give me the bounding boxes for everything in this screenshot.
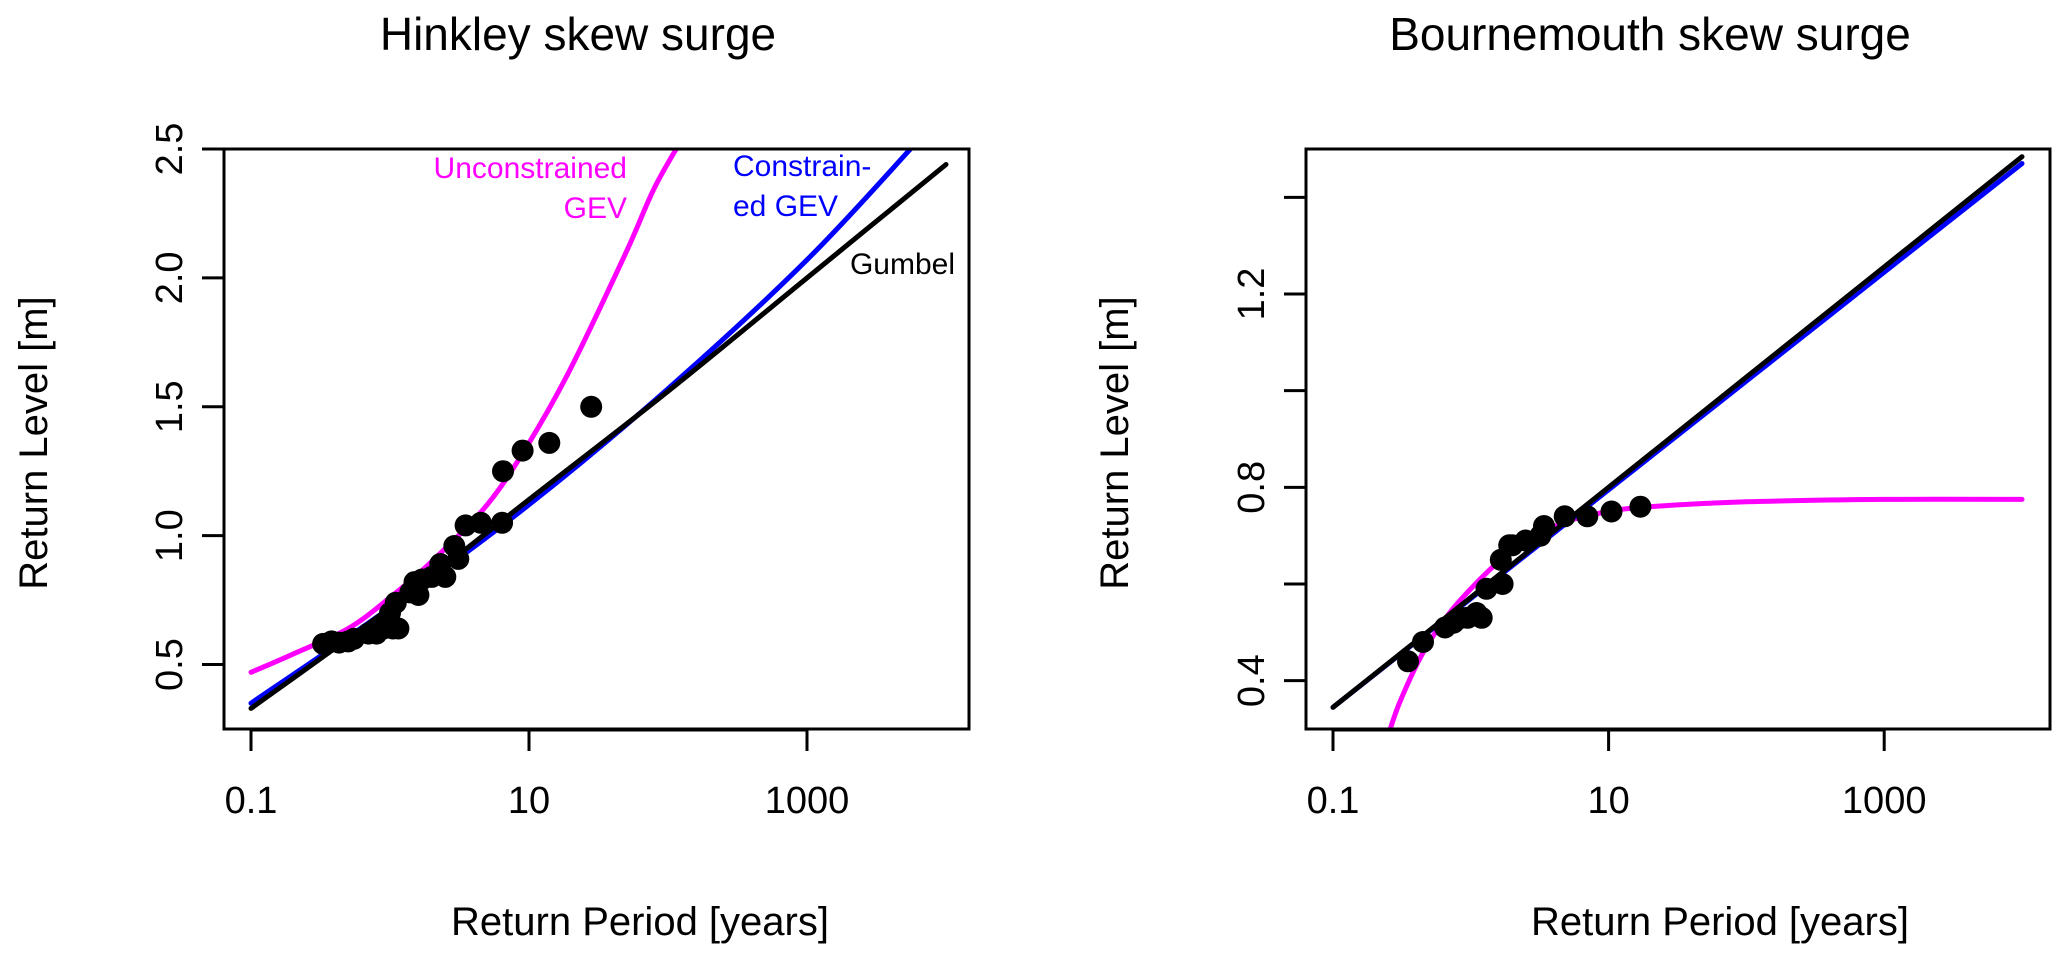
chart-title: Hinkley skew surge [380, 8, 776, 60]
annotation-constrained-gev-2: ed GEV [733, 190, 838, 223]
x-axis-label: Return Period [years] [1531, 900, 1909, 944]
data-point [387, 617, 410, 640]
data-point [1412, 631, 1434, 653]
y-tick-label: 1.2 [1231, 268, 1273, 321]
annotation-unconstrained-gev: Unconstrained [434, 152, 627, 185]
y-axis-label: Return Level [m] [12, 296, 56, 589]
x-axis-label: Return Period [years] [451, 900, 829, 944]
y-tick-label: 2.0 [149, 251, 191, 304]
y-tick-label: 0.5 [149, 638, 191, 691]
series-line-unconstrained-gev [248, 149, 680, 675]
annotation-unconstrained-gev-2: GEV [564, 192, 627, 225]
y-tick-label: 0.8 [1231, 461, 1273, 514]
data-point [538, 431, 561, 454]
data-point [580, 395, 603, 418]
annotation-gumbel: Gumbel [850, 248, 955, 281]
data-point [434, 565, 457, 588]
data-point [1553, 505, 1576, 528]
x-tick-label: 10 [1587, 780, 1629, 822]
data-point [1491, 573, 1514, 595]
data-point [491, 511, 514, 534]
hinkley-chart: Hinkley skew surge Return Period [years]… [12, 8, 971, 944]
data-point [492, 460, 514, 483]
data-point [1576, 505, 1599, 528]
x-tick-label: 0.1 [1307, 780, 1360, 822]
x-tick-label: 1000 [1842, 780, 1927, 822]
data-point [469, 511, 492, 534]
y-tick-label: 2.5 [149, 123, 191, 176]
data-point [1533, 515, 1555, 537]
data-point [447, 547, 470, 570]
y-tick-label: 1.0 [149, 509, 191, 562]
data-point [1600, 500, 1623, 523]
x-tick-label: 1000 [765, 780, 850, 822]
y-axis-label: Return Level [m] [1093, 296, 1137, 589]
chart-title: Bournemouth skew surge [1389, 8, 1911, 60]
data-point [1629, 495, 1652, 518]
y-tick-label: 1.5 [149, 380, 191, 433]
bournemouth-chart: Bournemouth skew surge Return Period [ye… [1093, 8, 2052, 944]
x-tick-label: 10 [508, 780, 550, 822]
annotation-constrained-gev: Constrain- [733, 150, 871, 183]
data-point [1470, 606, 1493, 629]
data-point [511, 439, 534, 462]
series-line-gumbel [248, 162, 949, 711]
y-tick-label: 0.4 [1231, 654, 1273, 707]
data-point [1397, 650, 1419, 673]
x-tick-label: 0.1 [225, 780, 278, 822]
